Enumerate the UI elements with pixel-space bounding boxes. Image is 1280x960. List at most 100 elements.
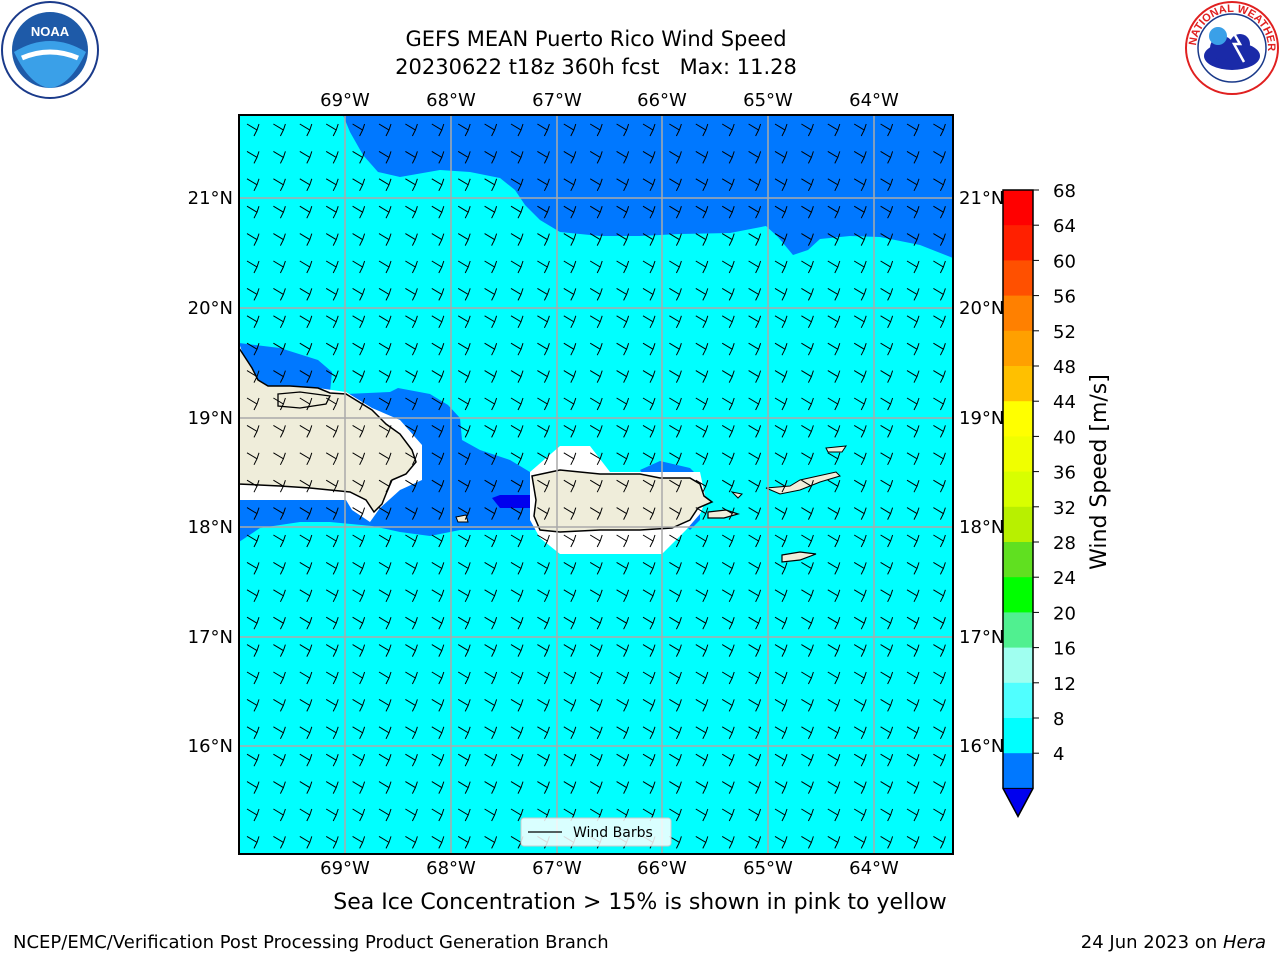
wind-barb [853,753,867,767]
wind-barb [352,835,366,849]
wind-barb [880,808,894,822]
wind-barb [853,561,867,575]
wind-barb [589,561,603,575]
wind-barb [589,616,603,630]
wind-barb [853,698,867,712]
wind-barb [325,781,339,794]
wind-barb [352,452,366,466]
wind-barb [721,698,735,712]
wind-barb [669,644,682,657]
wind-barb [748,507,762,520]
wind-barb [906,260,920,274]
wind-barb [299,671,313,685]
wind-barb [431,123,445,137]
wind-barb [933,534,946,548]
wind-barb [801,507,814,520]
wind-barb [774,342,788,356]
wind-barb [827,835,841,849]
wind-barb [325,342,339,356]
wind-barb [273,452,286,466]
wind-barb [378,233,392,246]
wind-barb [669,561,682,575]
wind-barb [906,507,920,520]
wind-barb [748,452,762,466]
wind-barb [853,589,867,603]
wind-barb [405,808,418,822]
wind-barb [405,644,418,657]
wind-barb [510,315,524,329]
wind-barb [563,753,577,767]
wind-barb [405,205,418,219]
wind-barb [352,644,366,657]
wind-barb [589,287,603,301]
wind-barb [748,616,762,630]
chart-subtitle: 20230622 t18z 360h fcst Max: 11.28 [395,55,797,79]
map-panel: Wind Barbs [238,114,954,855]
sea-ice-note: Sea Ice Concentration > 15% is shown in … [333,890,947,915]
wind-barb [510,150,524,164]
wind-barb [246,287,260,301]
wind-barb [352,753,366,767]
colorbar: 68 64 60 56 52 48 44 40 36 32 28 24 20 16 12 8 4 [1002,181,1076,818]
wind-barb [880,178,894,192]
wind-barb [246,507,260,520]
wind-barb [801,370,814,383]
wind-barb [669,616,682,630]
wind-barb [246,123,260,137]
wind-barb [352,315,366,329]
wind-barb [431,150,445,164]
wind-barb [880,616,894,630]
wind-barb [484,452,498,466]
wind-barb [246,698,260,712]
wind-barb [616,644,630,657]
wind-barb [405,397,418,411]
wind-barb [906,397,920,411]
wind-barb [325,561,339,575]
wind-barb [695,753,709,767]
wind-barb [933,644,946,657]
wind-barb [906,808,920,822]
wind-barb [325,534,339,548]
wind-barb [748,835,762,849]
wind-barb [431,479,445,493]
wind-barb [246,178,260,192]
wind-barb [669,205,682,219]
wind-barb [431,370,445,383]
wind-barb [880,781,894,794]
wind-barb [563,150,577,164]
lon-label-bottom: 65°W [743,858,793,879]
wind-barb [853,726,867,740]
wind-barb [616,123,630,137]
wind-barb [537,178,550,192]
wind-barb [906,370,920,383]
wind-barb [537,507,550,520]
land-virgin-islands [765,471,841,495]
wind-barb [352,671,366,685]
wind-barb [616,315,630,329]
wind-barb [695,342,709,356]
colorbar-tick-label: 56 [1053,287,1076,308]
wind-barb [695,534,709,548]
wind-barb [484,671,498,685]
footer-date-text: 24 Jun 2023 on [1080,932,1223,953]
wind-barb [457,287,471,301]
svg-text:NOAA: NOAA [31,24,70,39]
wind-barb [906,479,920,493]
wind-barb [695,424,709,438]
wind-barb [774,835,788,849]
wind-barb [589,781,603,794]
wind-barb [405,698,418,712]
wind-barb [827,781,841,794]
wind-barb [510,479,524,493]
wind-barb [589,698,603,712]
wind-barb [431,534,445,548]
wind-barb [431,753,445,767]
wind-barb [721,123,735,137]
wind-barb [748,424,762,438]
lon-label-bottom: 66°W [637,858,687,879]
graticule [239,115,953,854]
wind-barb [431,287,445,301]
wind-barb [853,342,867,356]
wind-barb [246,424,260,438]
wind-barb [273,808,286,822]
